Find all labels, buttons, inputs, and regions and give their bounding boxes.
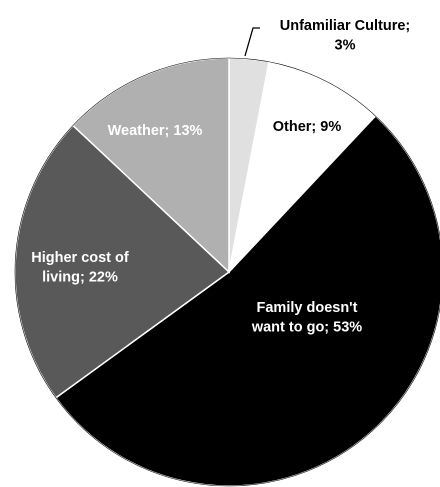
data-label-other: Other; 9% — [273, 119, 342, 135]
pie-outline — [14, 57, 440, 487]
data-label-higher-cost: Higher cost of living; 22% — [31, 250, 129, 286]
data-labels: Unfamiliar Culture; 3% Other; 9% Family d… — [31, 18, 410, 336]
data-label-unfamiliar-culture: Unfamiliar Culture; 3% — [280, 18, 411, 54]
leader-line-unfamiliar-culture — [244, 27, 260, 57]
data-label-weather: Weather; 13% — [108, 123, 203, 139]
pie-slices — [14, 57, 440, 487]
data-label-family: Family doesn't want to go; 53% — [251, 300, 362, 336]
